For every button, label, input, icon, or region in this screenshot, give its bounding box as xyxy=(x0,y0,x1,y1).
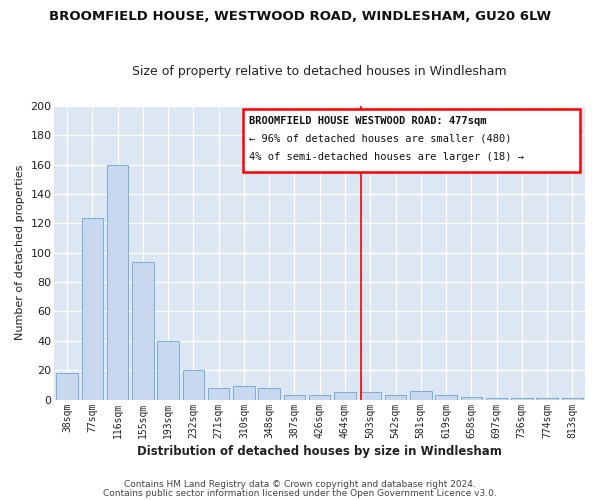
Text: BROOMFIELD HOUSE WESTWOOD ROAD: 477sqm: BROOMFIELD HOUSE WESTWOOD ROAD: 477sqm xyxy=(249,116,487,126)
Bar xyxy=(82,218,103,400)
Bar xyxy=(334,392,356,400)
Bar xyxy=(410,390,431,400)
Bar xyxy=(107,164,128,400)
X-axis label: Distribution of detached houses by size in Windlesham: Distribution of detached houses by size … xyxy=(137,444,502,458)
Bar xyxy=(511,398,533,400)
Text: Contains HM Land Registry data © Crown copyright and database right 2024.: Contains HM Land Registry data © Crown c… xyxy=(124,480,476,489)
Bar xyxy=(157,341,179,400)
Text: Contains public sector information licensed under the Open Government Licence v3: Contains public sector information licen… xyxy=(103,488,497,498)
Text: 4% of semi-detached houses are larger (18) →: 4% of semi-detached houses are larger (1… xyxy=(249,152,524,162)
Bar xyxy=(259,388,280,400)
Bar xyxy=(385,395,406,400)
Bar xyxy=(309,395,331,400)
Bar xyxy=(132,262,154,400)
Text: ← 96% of detached houses are smaller (480): ← 96% of detached houses are smaller (48… xyxy=(249,134,512,144)
Bar xyxy=(562,398,583,400)
Bar xyxy=(461,396,482,400)
Bar xyxy=(486,398,508,400)
Y-axis label: Number of detached properties: Number of detached properties xyxy=(15,165,25,340)
Bar xyxy=(182,370,204,400)
Text: BROOMFIELD HOUSE, WESTWOOD ROAD, WINDLESHAM, GU20 6LW: BROOMFIELD HOUSE, WESTWOOD ROAD, WINDLES… xyxy=(49,10,551,23)
FancyBboxPatch shape xyxy=(243,109,580,172)
Bar xyxy=(208,388,229,400)
Title: Size of property relative to detached houses in Windlesham: Size of property relative to detached ho… xyxy=(133,66,507,78)
Bar xyxy=(284,395,305,400)
Bar xyxy=(56,373,78,400)
Bar xyxy=(536,398,558,400)
Bar xyxy=(359,392,381,400)
Bar xyxy=(233,386,254,400)
Bar xyxy=(436,395,457,400)
